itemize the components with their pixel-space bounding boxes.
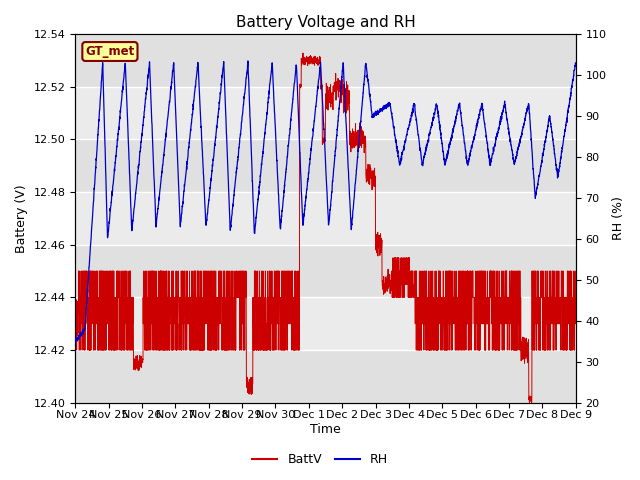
Legend: BattV, RH: BattV, RH — [248, 448, 392, 471]
Bar — [76, 350, 576, 403]
X-axis label: Time: Time — [310, 423, 341, 436]
Bar — [76, 86, 576, 139]
Bar — [76, 298, 576, 350]
Bar — [76, 139, 576, 192]
Text: GT_met: GT_met — [85, 45, 134, 58]
Y-axis label: Battery (V): Battery (V) — [15, 184, 28, 252]
Bar — [76, 192, 576, 245]
Bar — [76, 245, 576, 298]
Bar — [76, 34, 576, 86]
Y-axis label: RH (%): RH (%) — [612, 196, 625, 240]
Title: Battery Voltage and RH: Battery Voltage and RH — [236, 15, 415, 30]
